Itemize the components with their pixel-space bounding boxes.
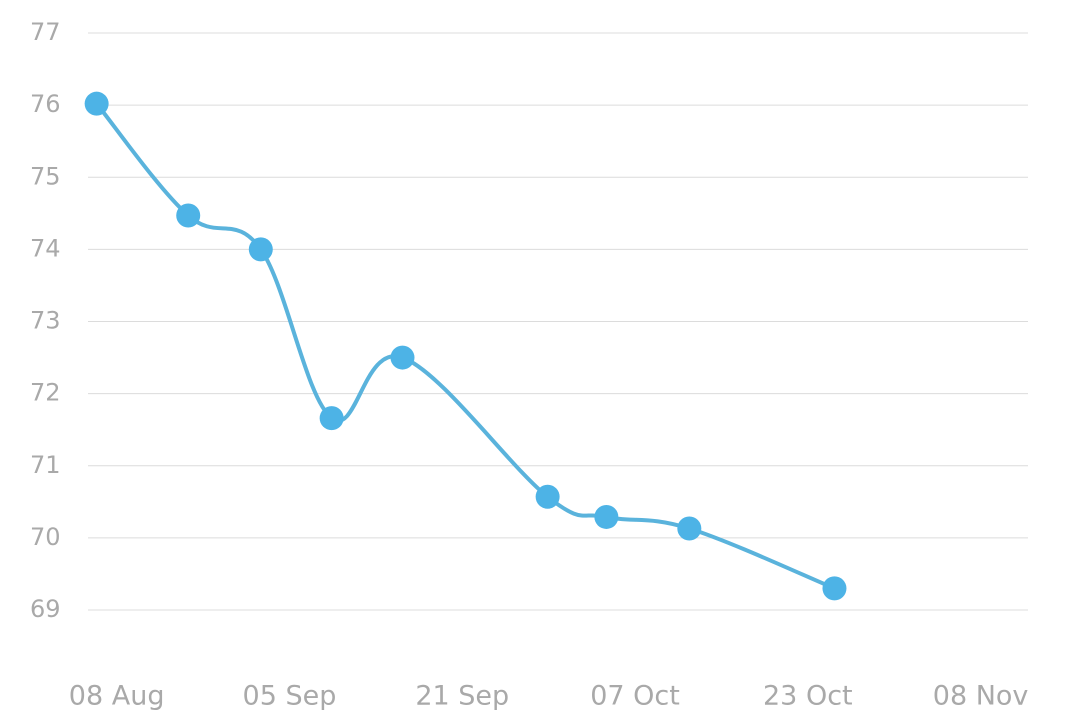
data-point xyxy=(84,91,109,116)
data-point xyxy=(535,484,560,509)
data-point xyxy=(390,345,415,370)
y-tick-label: 70 xyxy=(30,523,61,551)
data-point xyxy=(248,237,273,262)
y-tick-label: 73 xyxy=(30,307,61,335)
y-tick-label: 74 xyxy=(30,234,61,262)
data-point xyxy=(822,576,847,601)
y-tick-label: 72 xyxy=(30,379,61,407)
data-point xyxy=(594,504,619,529)
data-point xyxy=(319,406,344,431)
data-point xyxy=(176,203,201,228)
data-line xyxy=(95,102,836,591)
y-tick-label: 76 xyxy=(30,90,61,118)
x-tick-label: 05 Sep xyxy=(243,681,337,712)
data-point xyxy=(677,516,702,541)
x-tick-label: 21 Sep xyxy=(415,681,509,712)
x-tick-label: 08 Aug xyxy=(69,681,165,712)
x-tick-label: 07 Oct xyxy=(590,681,680,712)
y-tick-label: 75 xyxy=(30,162,61,190)
y-tick-label: 69 xyxy=(30,595,61,623)
y-tick-label: 71 xyxy=(30,451,61,479)
x-tick-label: 23 Oct xyxy=(763,681,853,712)
y-tick-label: 77 xyxy=(30,18,61,46)
x-tick-label: 08 Nov xyxy=(933,681,1029,712)
